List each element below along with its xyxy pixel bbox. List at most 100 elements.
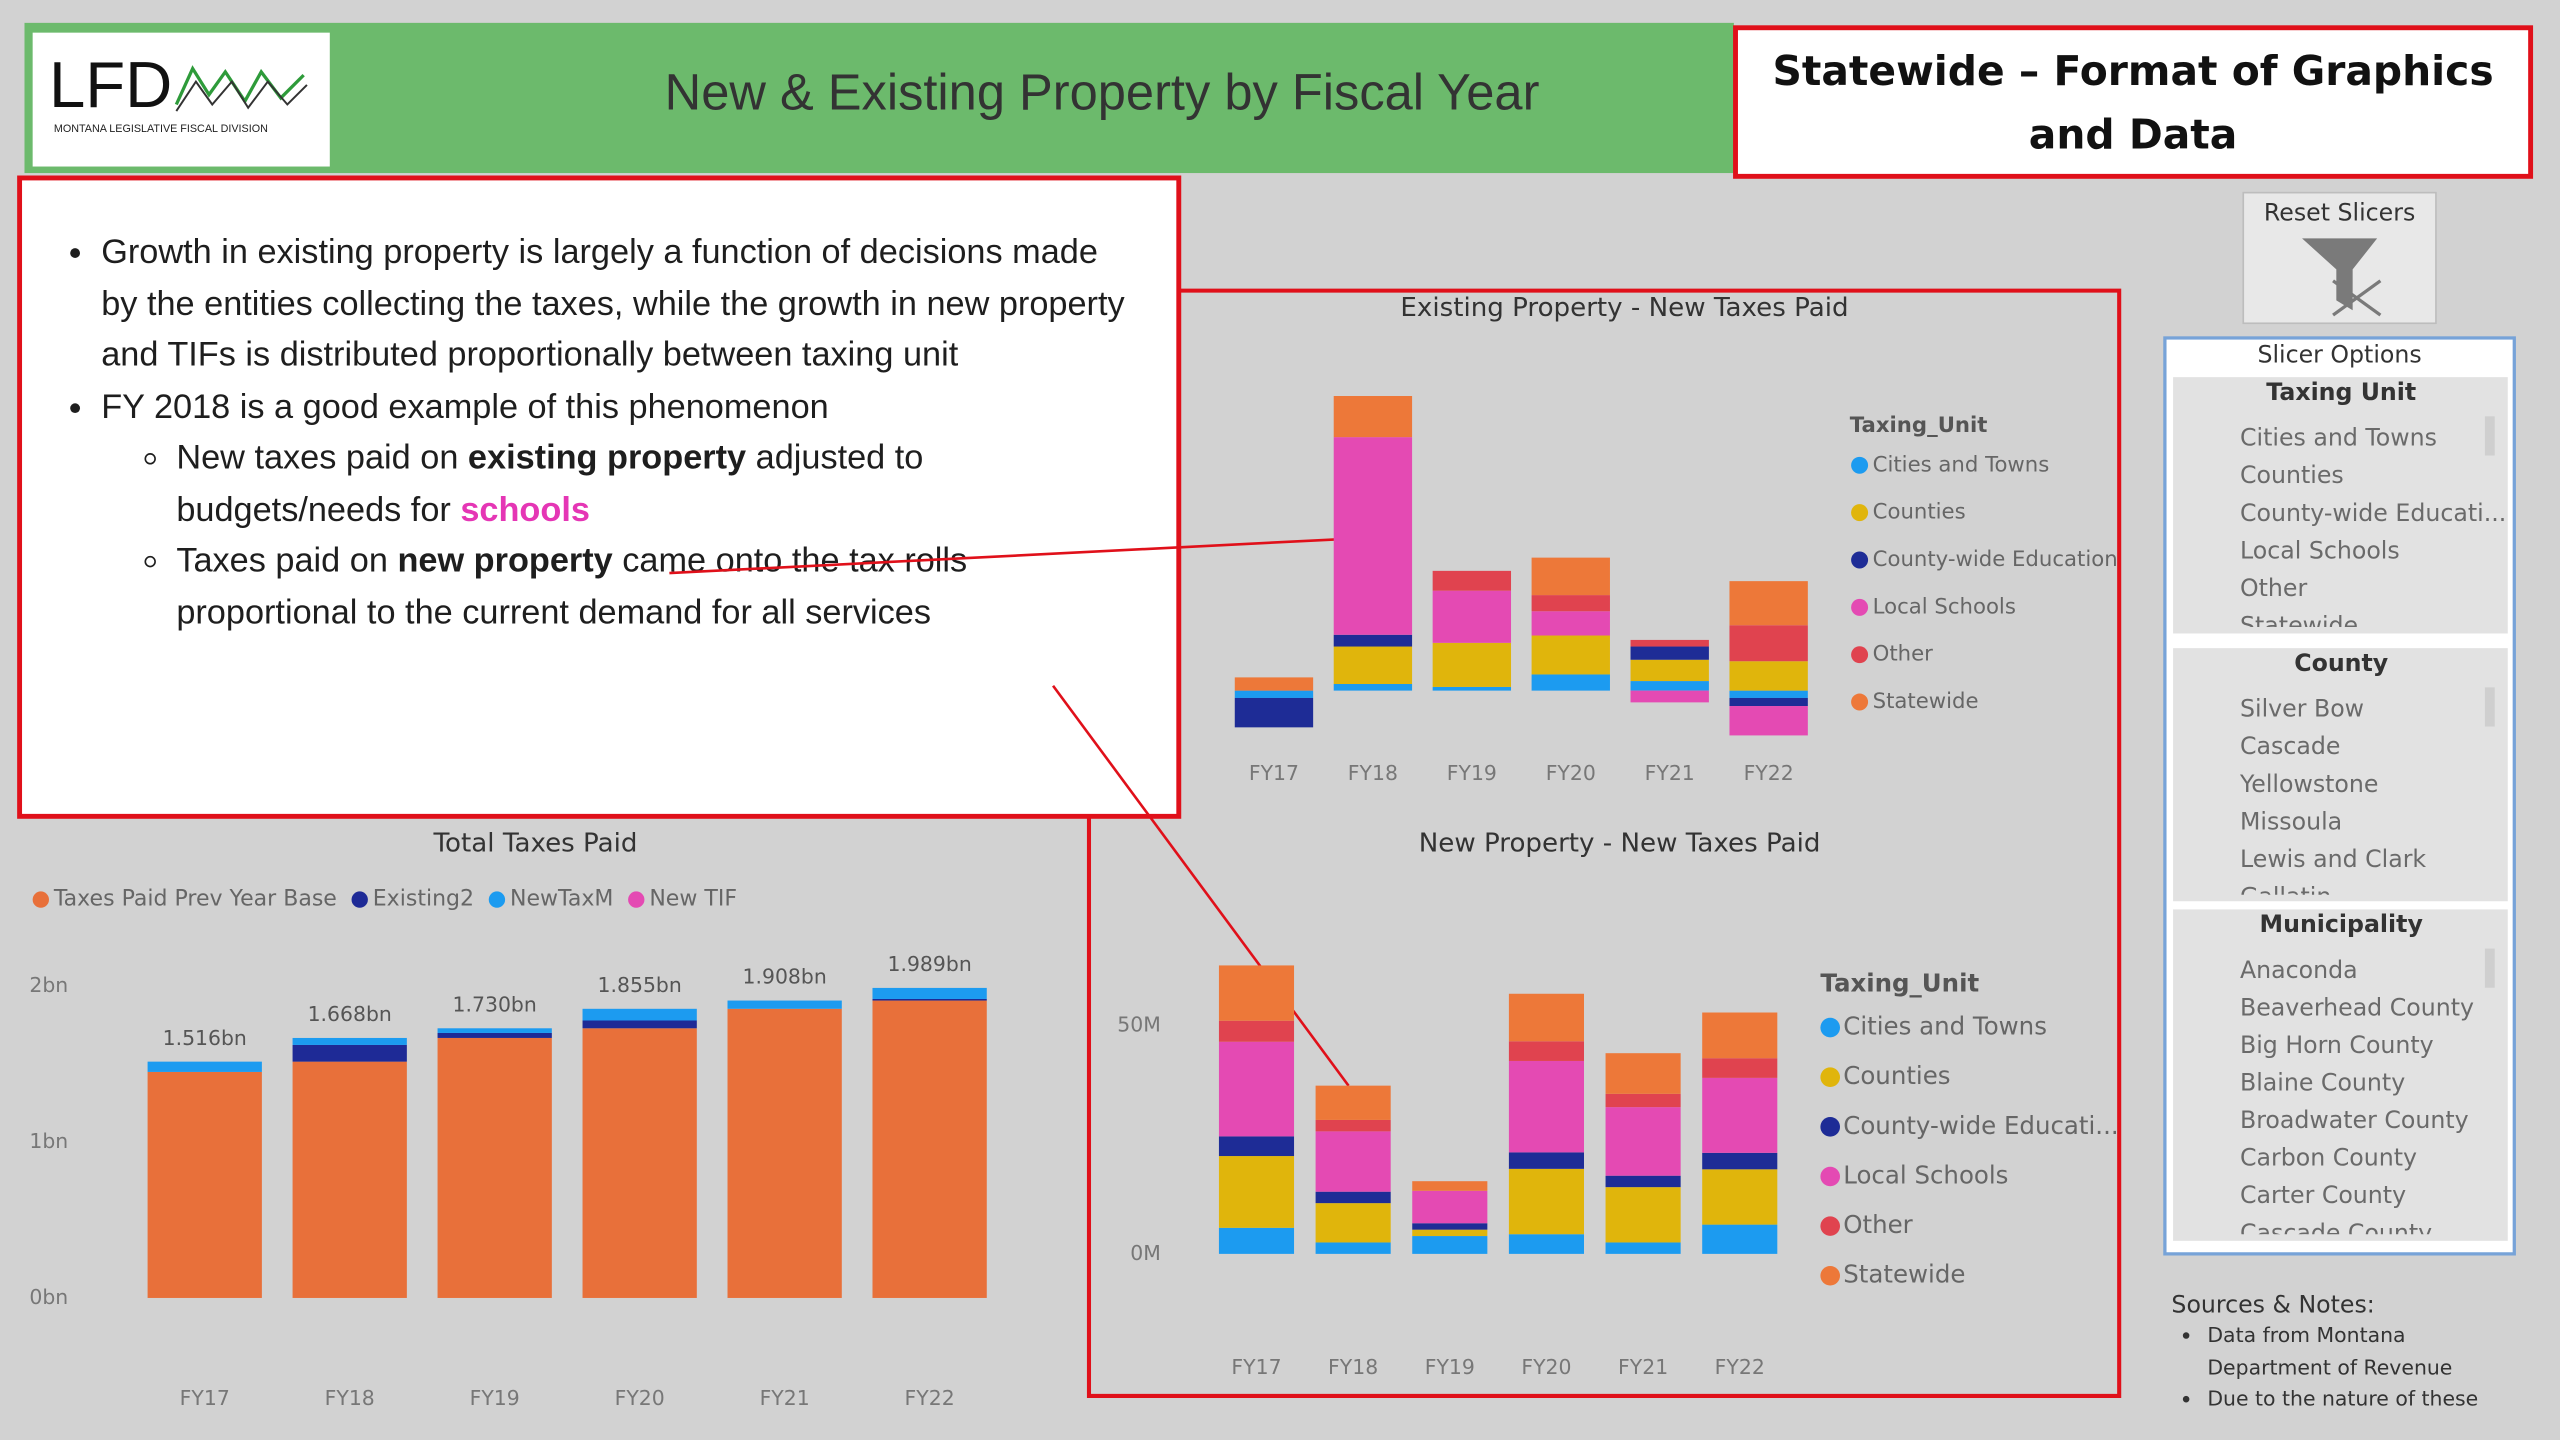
x-tick-label: FY18 xyxy=(1328,1355,1378,1379)
slicer-item[interactable]: Carter County xyxy=(2240,1181,2406,1209)
reset-label[interactable]: Reset Slicers xyxy=(2264,198,2415,226)
source-item: Due to the nature of these xyxy=(2207,1383,2506,1415)
bar-segment xyxy=(1315,1191,1391,1204)
legend-label: Statewide xyxy=(1873,689,1979,714)
highlight: schools xyxy=(460,490,590,529)
slicer-item[interactable]: Missoula xyxy=(2240,807,2342,835)
bullet: FY 2018 is a good example of this phenom… xyxy=(101,381,1139,638)
bar-segment xyxy=(1218,1156,1295,1228)
x-tick-label: FY22 xyxy=(1715,1355,1765,1379)
y-tick-label: 0M xyxy=(1130,1241,1161,1265)
slicer-item[interactable]: Other xyxy=(2240,574,2307,602)
bar-segment xyxy=(1218,1041,1295,1137)
bar-segment xyxy=(1333,646,1413,684)
bar-segment xyxy=(1333,684,1413,691)
slicer-item[interactable]: Blaine County xyxy=(2240,1069,2405,1097)
legend-label: Counties xyxy=(1843,1061,1950,1090)
slicer-item[interactable]: County-wide Educati... xyxy=(2240,499,2506,527)
bar-segment xyxy=(1729,706,1808,736)
bar-segment xyxy=(1508,1152,1584,1169)
bar-segment xyxy=(1432,642,1512,687)
chart-title: New Property - New Taxes Paid xyxy=(1419,829,1821,859)
legend-swatch xyxy=(1851,693,1869,711)
slicer-item[interactable]: Counties xyxy=(2240,461,2344,489)
slicer-item[interactable]: Carbon County xyxy=(2240,1144,2417,1172)
slicer-item[interactable]: Statewide xyxy=(2240,611,2358,639)
bar-segment xyxy=(1630,646,1709,660)
bar-segment xyxy=(1605,1107,1681,1176)
notes-wrap: Growth in existing property is largely a… xyxy=(20,178,1179,816)
slicer-group xyxy=(2173,909,2508,1241)
x-tick-label: FY17 xyxy=(180,1386,230,1410)
bar-segment xyxy=(1531,674,1610,691)
bar-segment xyxy=(872,998,987,1001)
legend-swatch xyxy=(1820,1166,1840,1187)
emphasis: existing property xyxy=(467,439,747,477)
slicer-item[interactable]: Cities and Towns xyxy=(2240,424,2437,452)
bullet-list: Growth in existing property is largely a… xyxy=(36,227,1140,638)
bar-segment xyxy=(1333,396,1413,438)
bar-segment xyxy=(1508,1060,1584,1153)
x-tick-label: FY20 xyxy=(1521,1355,1571,1379)
source-text: Due to the nature of these xyxy=(2207,1386,2479,1411)
legend-swatch xyxy=(1820,1067,1840,1088)
bar-segment xyxy=(1729,581,1808,626)
bullet-text: Growth in existing property is largely a… xyxy=(101,233,1125,374)
chart: Existing Property - New Taxes Paid FY17 FY… xyxy=(1234,293,2118,785)
bar-segment xyxy=(292,1037,407,1045)
logo-mark xyxy=(175,79,308,112)
x-tick-label: FY19 xyxy=(1447,761,1497,785)
annotation-line xyxy=(669,537,1349,575)
bar-segment xyxy=(1432,590,1512,643)
bullet: Growth in existing property is largely a… xyxy=(101,227,1139,381)
legend-swatch xyxy=(488,891,506,908)
bar-segment xyxy=(1315,1085,1391,1120)
slicer-item[interactable]: Anaconda xyxy=(2240,956,2358,984)
slicer-item[interactable]: Beaverhead County xyxy=(2240,993,2474,1021)
total-label: 1.989bn xyxy=(888,952,972,976)
slicer-item[interactable]: Silver Bow xyxy=(2240,695,2364,723)
bar-segment xyxy=(727,1000,842,1009)
slicer-groups: Taxing Unit Cities and Towns Counties Count… xyxy=(2173,377,2508,1247)
chart: New Property - New Taxes Paid 0M 50M FY17 FY… xyxy=(1117,829,2118,1380)
logo-text: LFD xyxy=(49,48,172,121)
x-tick-label: FY21 xyxy=(1618,1355,1668,1379)
bar-segment xyxy=(1531,635,1610,675)
bar-segment xyxy=(1412,1236,1488,1254)
source-item: Data from Montana Department of Revenue xyxy=(2207,1319,2506,1383)
x-tick-label: FY18 xyxy=(1348,761,1398,785)
x-tick-label: FY22 xyxy=(1744,761,1794,785)
slicer-item[interactable]: Yellowstone xyxy=(2239,770,2378,798)
bar-segment xyxy=(1412,1229,1488,1237)
sources-wrap: Data from Montana Department of Revenue … xyxy=(2171,1319,2506,1440)
slicer-item[interactable]: Cascade xyxy=(2240,732,2340,760)
slicer-item[interactable]: Cascade County xyxy=(2240,1219,2432,1247)
bar-segment xyxy=(1630,639,1709,647)
bar-segment xyxy=(1412,1181,1488,1191)
slicer-item[interactable]: Lewis and Clark xyxy=(2240,845,2426,873)
total-label: 1.730bn xyxy=(453,992,537,1016)
legend-swatch xyxy=(351,891,368,908)
callout-text: Statewide – Format of Graphics and Data xyxy=(1772,46,2494,158)
bar-segment xyxy=(292,1044,407,1062)
annotation-line xyxy=(1052,684,1350,1087)
bar-segment xyxy=(1702,1058,1778,1078)
logo-subtitle: MONTANA LEGISLATIVE FISCAL DIVISION xyxy=(54,123,268,135)
charts: Existing Property - New Taxes Paid FY17 FY… xyxy=(29,293,2118,1410)
reset-icon xyxy=(2302,238,2378,311)
bar-segment xyxy=(1630,659,1709,682)
slicer-item[interactable]: Local Schools xyxy=(2240,536,2400,564)
scrollbar xyxy=(2484,948,2495,988)
slicer-item[interactable]: Gallatin xyxy=(2240,882,2331,910)
legend-swatch xyxy=(1820,1117,1840,1137)
slicer-group-title: Municipality xyxy=(2260,910,2423,938)
bar-segment xyxy=(1729,625,1808,662)
bar-segment xyxy=(1605,1053,1681,1094)
notes-box xyxy=(17,175,1182,819)
slicer-panel-title: Slicer Options xyxy=(2257,340,2421,368)
slicer-item[interactable]: Broadwater County xyxy=(2240,1106,2469,1134)
legend-label: Taxes Paid Prev Year Base xyxy=(53,887,337,912)
slicer-item[interactable]: Big Horn County xyxy=(2240,1031,2434,1059)
bar-segment xyxy=(1605,1093,1681,1108)
